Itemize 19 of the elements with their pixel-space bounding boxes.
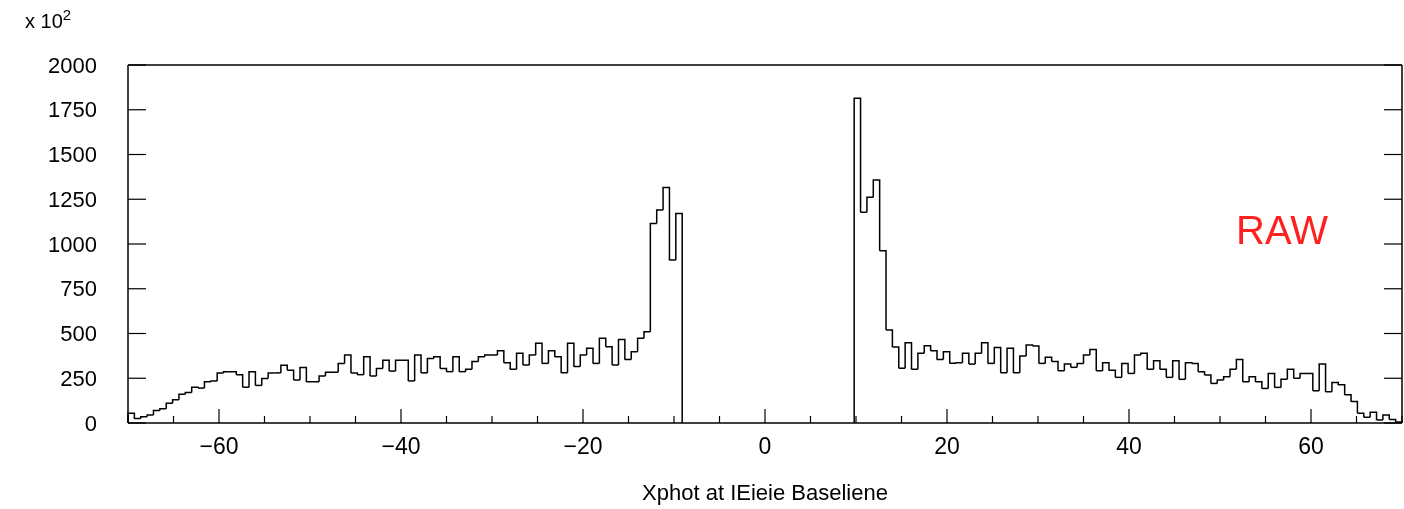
- y-tick-label: 250: [60, 365, 97, 391]
- y-tick-label: 1250: [48, 186, 97, 212]
- y-tick-label: 1000: [48, 231, 97, 257]
- y-tick-label: 750: [60, 276, 97, 302]
- y-tick-label: 500: [60, 321, 97, 346]
- x-tick-label: −20: [563, 433, 603, 459]
- x-tick-label: 0: [758, 433, 772, 459]
- x-tick-label: 40: [1116, 433, 1142, 459]
- y-tick-label: 0: [84, 410, 97, 436]
- x-tick-label: −40: [381, 433, 421, 459]
- annotation: RAW: [1236, 208, 1329, 252]
- y-tick-label: 2000: [48, 52, 97, 78]
- x-tick-label: 20: [934, 433, 960, 459]
- text: x 10$^{2}$: [25, 5, 72, 32]
- y-tick-label: 1500: [48, 142, 97, 167]
- x-axis-title: Xphot at IEieie Baseliene: [642, 480, 888, 505]
- x-tick-label: −60: [199, 433, 239, 459]
- x-tick-label: 60: [1298, 433, 1324, 459]
- y-tick-label: 1750: [48, 97, 97, 123]
